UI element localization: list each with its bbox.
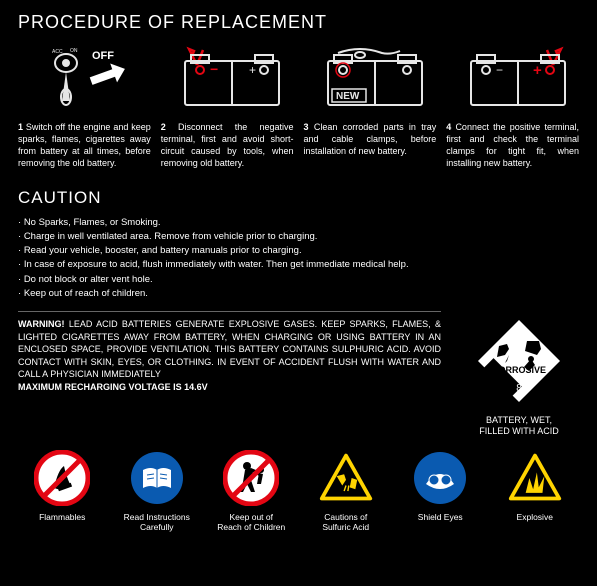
caution-title: CAUTION [18,188,579,208]
svg-text:ON: ON [70,48,78,54]
icon-label: Read Instructions Carefully [113,512,202,532]
icon-label: Cautions of Sulfuric Acid [302,512,391,532]
step-2: − + 2 Disconnect the negative terminal, … [161,43,294,170]
flammables-icon: Flammables [18,450,107,532]
caution-item: Charge in well ventilated area. Remove f… [18,230,579,244]
svg-text:−: − [496,63,503,77]
off-label: OFF [92,50,114,62]
battery-clean-icon: NEW [304,43,437,113]
caution-item: Keep out of reach of children. [18,287,579,301]
new-label: NEW [336,91,360,102]
hazmat-diamond: CORROSIVE 8 BATTERY, WET, FILLED WITH AC… [459,311,579,438]
caution-item: Read your vehicle, booster, and battery … [18,244,579,258]
read-instructions-icon: Read Instructions Carefully [113,450,202,532]
sulfuric-acid-icon: Cautions of Sulfuric Acid [302,450,391,532]
icon-label: Explosive [491,512,580,522]
step-3: NEW 3 Clean corroded parts in tray and c… [304,43,437,170]
svg-text:−: − [210,61,218,77]
warning-label: WARNING! [18,319,65,329]
svg-text:+: + [249,63,256,77]
battery-neg-icon: − + [161,43,294,113]
svg-text:ACC: ACC [52,49,63,55]
icon-label: Flammables [18,512,107,522]
step-1-text: 1 Switch off the engine and keep sparks,… [18,121,151,170]
step-2-text: 2 Disconnect the negative terminal, firs… [161,121,294,170]
step-4: − + 4 Connect the positive terminal, fir… [446,43,579,170]
procedure-title: PROCEDURE OF REPLACEMENT [18,12,579,33]
procedure-steps: ACC ON OFF 1 Switch off the engine and k… [18,43,579,170]
caution-item: In case of exposure to acid, flush immed… [18,258,579,272]
step-1: ACC ON OFF 1 Switch off the engine and k… [18,43,151,170]
caution-list: No Sparks, Flames, or Smoking. Charge in… [18,216,579,302]
warning-text: LEAD ACID BATTERIES GENERATE EXPLOSIVE G… [18,319,441,379]
hazmat-class: 8 [516,383,522,394]
svg-text:+: + [533,62,542,79]
warning-block: WARNING! LEAD ACID BATTERIES GENERATE EX… [18,311,441,394]
icon-label: Shield Eyes [396,512,485,522]
hazmat-caption-2: FILLED WITH ACID [459,426,579,438]
caution-item: No Sparks, Flames, or Smoking. [18,216,579,230]
shield-eyes-icon: Shield Eyes [396,450,485,532]
step-4-text: 4 Connect the positive terminal, first a… [446,121,579,170]
caution-item: Do not block or alter vent hole. [18,273,579,287]
icon-label: Keep out of Reach of Children [207,512,296,532]
voltage-label: MAXIMUM RECHARGING VOLTAGE IS 14.6V [18,382,208,392]
step-3-text: 3 Clean corroded parts in tray and cable… [304,121,437,157]
explosive-icon: Explosive [491,450,580,532]
key-off-icon: ACC ON OFF [18,43,151,113]
hazmat-caption-1: BATTERY, WET, [459,415,579,427]
battery-pos-icon: − + [446,43,579,113]
safety-icons-row: Flammables Read Instructions Carefully [18,450,579,532]
keep-out-icon: Keep out of Reach of Children [207,450,296,532]
